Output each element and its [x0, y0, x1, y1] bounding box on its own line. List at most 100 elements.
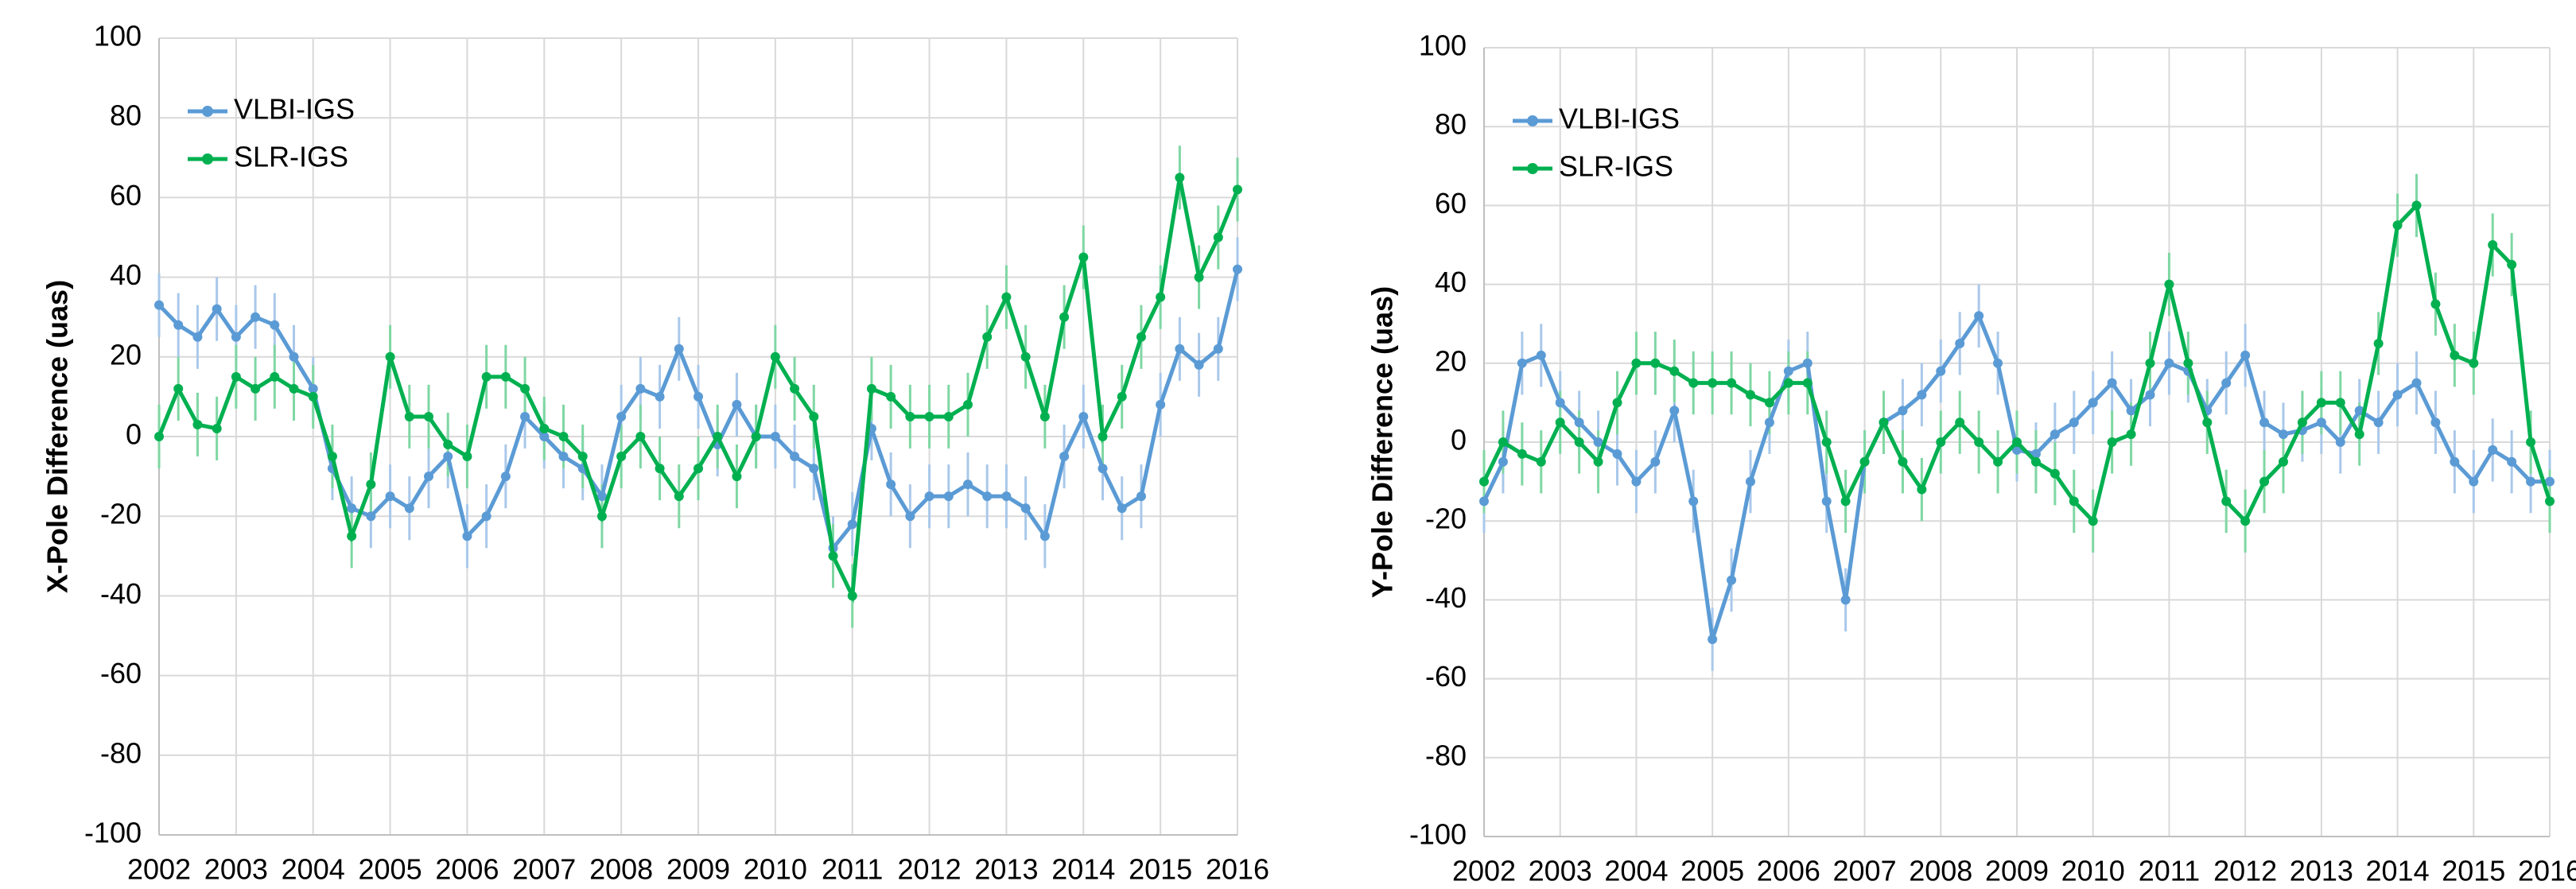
y-tick-label: 80	[1435, 108, 1467, 141]
data-point	[1612, 398, 1622, 408]
data-point	[462, 452, 472, 462]
y-axis-label: Y-Pole Difference (uas)	[1366, 286, 1399, 598]
data-point	[481, 511, 491, 522]
data-point	[1536, 456, 1546, 467]
data-point	[2069, 417, 2079, 428]
data-point	[866, 383, 876, 394]
data-point	[713, 432, 723, 441]
x-tick-label: 2011	[2139, 855, 2200, 885]
data-point	[366, 479, 376, 490]
data-point	[596, 491, 607, 502]
data-point	[847, 519, 857, 530]
data-point	[1020, 351, 1031, 362]
data-point	[694, 391, 703, 402]
data-point	[2335, 437, 2345, 447]
data-point	[231, 332, 241, 342]
data-point	[1688, 378, 1699, 388]
data-point	[520, 411, 530, 421]
data-point	[2279, 456, 2288, 467]
data-point	[2430, 299, 2441, 309]
data-point	[1746, 476, 1755, 487]
data-point	[2183, 358, 2193, 368]
data-point	[1955, 339, 1965, 348]
x-tick-label: 2003	[204, 853, 268, 885]
legend-label: SLR-IGS	[234, 141, 348, 173]
data-point	[1117, 503, 1127, 514]
y-tick-label: 60	[1435, 187, 1467, 219]
data-point	[1117, 391, 1127, 402]
x-tick-label: 2016	[2518, 855, 2576, 885]
data-point	[404, 503, 414, 514]
y-tick-label: -20	[100, 498, 142, 530]
data-point	[2526, 437, 2536, 447]
data-point	[2450, 350, 2460, 360]
data-point	[2259, 476, 2270, 487]
data-point	[2373, 417, 2384, 428]
data-point	[1708, 378, 1718, 388]
data-point	[847, 591, 857, 601]
data-point	[1936, 437, 1946, 447]
y-tick-label: 0	[126, 418, 142, 451]
data-point	[1993, 358, 2003, 368]
data-point	[809, 411, 819, 421]
data-point	[2411, 378, 2422, 388]
data-point	[212, 304, 222, 314]
data-point	[1631, 476, 1642, 487]
data-point	[1669, 406, 1680, 416]
x-tick-label: 2014	[2366, 855, 2430, 885]
data-point	[1955, 417, 1965, 428]
data-point	[1498, 456, 1508, 467]
data-point	[2088, 398, 2098, 408]
data-point	[1917, 390, 1927, 400]
data-point	[2335, 398, 2345, 408]
data-point	[905, 511, 915, 522]
data-point	[2430, 417, 2441, 428]
data-point	[327, 452, 337, 462]
y-tick-label: 80	[110, 99, 142, 132]
data-point	[616, 452, 627, 462]
data-point	[2392, 220, 2403, 231]
data-point	[1194, 272, 1204, 282]
data-point	[192, 419, 203, 429]
x-tick-label: 2003	[1529, 855, 1592, 885]
data-point	[1536, 350, 1546, 360]
data-point	[770, 432, 780, 441]
data-point	[520, 383, 530, 394]
x-tick-label: 2013	[2290, 855, 2353, 885]
data-point	[924, 411, 934, 421]
data-point	[173, 320, 184, 330]
data-point	[2297, 417, 2307, 428]
y-tick-label: 20	[110, 338, 142, 371]
x-tick-label: 2005	[1680, 855, 1744, 885]
x-tick-label: 2015	[2442, 855, 2505, 885]
data-point	[732, 399, 742, 410]
data-point	[2145, 390, 2155, 400]
data-point	[1194, 359, 1204, 370]
data-point	[1783, 366, 1793, 376]
data-point	[2221, 378, 2232, 388]
data-point	[1708, 635, 1718, 644]
data-point	[1479, 496, 1489, 507]
x-tick-label: 2007	[512, 853, 576, 885]
y-tick-label: 100	[1419, 29, 1467, 62]
x-tick-label: 2013	[974, 853, 1038, 885]
data-point	[270, 371, 280, 382]
data-point	[1917, 484, 1927, 495]
data-point	[790, 452, 800, 462]
x-tick-label: 2005	[359, 853, 422, 885]
data-point	[1078, 252, 1089, 262]
data-point	[1574, 437, 1584, 447]
data-point	[1020, 503, 1031, 514]
data-point	[1783, 378, 1793, 388]
data-point	[1746, 390, 1755, 400]
y-tick-label: 60	[110, 179, 142, 212]
data-point	[1555, 417, 1565, 428]
y-tick-label: -20	[1425, 503, 1467, 535]
data-point	[231, 371, 241, 382]
data-point	[1974, 311, 1984, 321]
data-point	[1078, 411, 1089, 421]
data-point	[443, 452, 453, 462]
data-point	[2107, 437, 2117, 447]
y-tick-label: -100	[1409, 818, 1467, 851]
data-point	[655, 391, 665, 402]
